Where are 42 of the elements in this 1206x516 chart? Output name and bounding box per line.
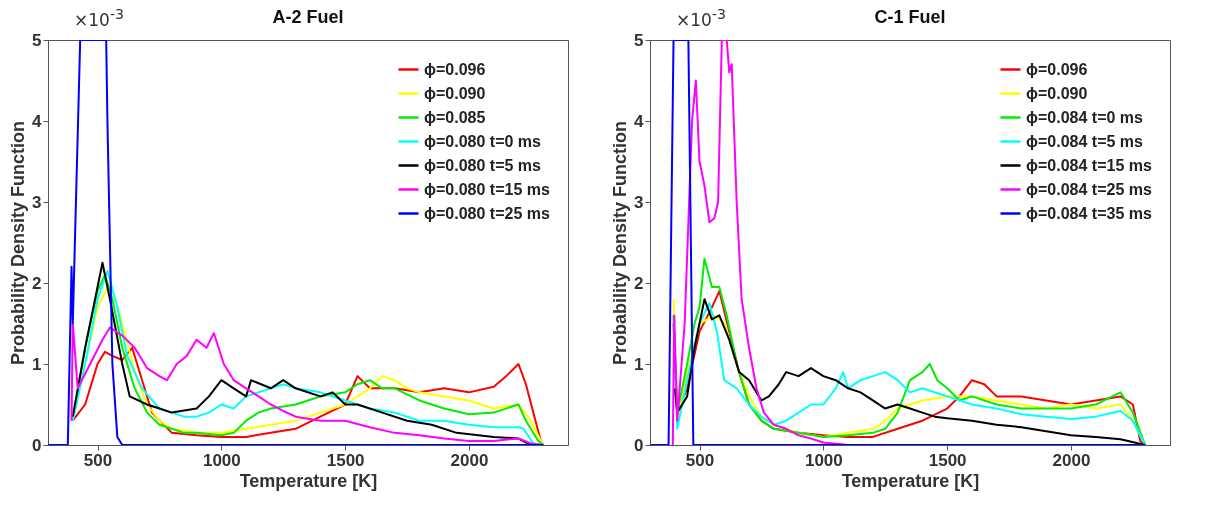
legend-label: ϕ=0.084 t=35 ms <box>1026 204 1152 222</box>
text: ×10$^{-3}$ <box>676 6 727 30</box>
x-tick-label: 2000 <box>450 450 489 470</box>
legend-label: ϕ=0.080 t=0 ms <box>424 132 542 150</box>
x-tick-label: 1000 <box>202 450 241 470</box>
legend-label: ϕ=0.085 <box>424 108 486 126</box>
y-tick-label: 4 <box>32 111 43 131</box>
legend-label: ϕ=0.090 <box>1026 84 1088 102</box>
legend-label: ϕ=0.080 t=25 ms <box>424 204 550 222</box>
x-tick-label: 1500 <box>928 450 967 470</box>
y-tick-label: 3 <box>634 192 644 212</box>
x-axis-title: Temperature [K] <box>841 470 980 491</box>
y-axis-title: Probability Density Function <box>610 120 631 366</box>
legend-label: ϕ=0.084 t=25 ms <box>1026 180 1152 198</box>
y-axis-title: Probability Density Function <box>8 120 29 366</box>
legend-label: ϕ=0.084 t=0 ms <box>1026 108 1144 126</box>
y-tick-label: 1 <box>634 354 644 374</box>
legend-label: ϕ=0.096 <box>1026 60 1088 78</box>
y-tick-label: 2 <box>32 273 42 293</box>
y-tick-label: 1 <box>32 354 42 374</box>
y-tick-label: 0 <box>32 435 42 455</box>
legend-label: ϕ=0.080 t=15 ms <box>424 180 550 198</box>
x-axis-title: Temperature [K] <box>239 470 378 491</box>
y-tick-label: 4 <box>634 111 645 131</box>
legend-label: ϕ=0.080 t=5 ms <box>424 156 542 174</box>
x-tick-label: 500 <box>83 450 113 470</box>
legend-label: ϕ=0.084 t=5 ms <box>1026 132 1144 150</box>
x-tick-label: 1000 <box>804 450 843 470</box>
legend-label: ϕ=0.084 t=15 ms <box>1026 156 1152 174</box>
y-tick-label: 2 <box>634 273 644 293</box>
legend-label: ϕ=0.090 <box>424 84 486 102</box>
legend-label: ϕ=0.096 <box>424 60 486 78</box>
chart-title: C-1 Fuel <box>874 7 946 27</box>
y-tick-label: 3 <box>32 192 42 212</box>
chart-title: A-2 Fuel <box>272 7 344 27</box>
y-tick-label: 5 <box>32 30 42 50</box>
text: ×10$^{-3}$ <box>74 6 125 30</box>
x-tick-label: 2000 <box>1052 450 1091 470</box>
y-tick-label: 0 <box>634 435 644 455</box>
x-tick-label: 1500 <box>326 450 365 470</box>
x-tick-label: 500 <box>685 450 715 470</box>
y-tick-label: 5 <box>634 30 644 50</box>
